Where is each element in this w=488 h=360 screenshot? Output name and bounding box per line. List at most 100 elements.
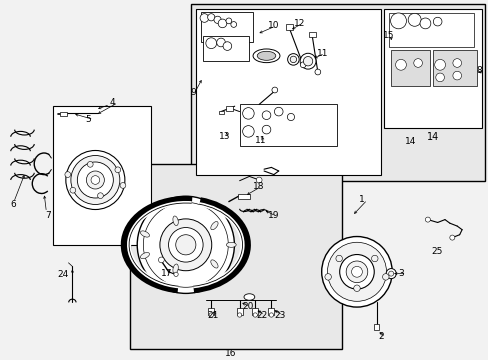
Circle shape	[435, 73, 444, 82]
Circle shape	[168, 228, 203, 262]
Bar	[383, 9, 481, 128]
Circle shape	[339, 255, 373, 289]
Circle shape	[237, 313, 241, 317]
Bar	[237, 194, 249, 199]
Circle shape	[425, 217, 429, 222]
Circle shape	[175, 235, 196, 255]
Circle shape	[120, 183, 125, 188]
Bar	[388, 13, 473, 47]
Circle shape	[200, 14, 208, 22]
Circle shape	[371, 255, 377, 262]
Ellipse shape	[226, 242, 236, 247]
Circle shape	[66, 150, 124, 210]
Circle shape	[321, 237, 391, 307]
Circle shape	[242, 126, 254, 137]
Circle shape	[158, 257, 164, 263]
Ellipse shape	[253, 49, 279, 63]
Text: 15: 15	[383, 31, 394, 40]
Ellipse shape	[257, 51, 275, 60]
Circle shape	[390, 13, 406, 29]
Circle shape	[413, 59, 422, 67]
Bar	[308, 32, 315, 37]
Bar	[225, 106, 233, 111]
Bar	[373, 324, 379, 330]
Bar	[203, 36, 249, 61]
Circle shape	[271, 87, 277, 93]
Bar	[239, 104, 337, 146]
Circle shape	[327, 242, 386, 301]
Circle shape	[115, 167, 121, 173]
Text: 10: 10	[267, 22, 279, 31]
Circle shape	[269, 313, 273, 317]
Circle shape	[65, 172, 71, 177]
Circle shape	[70, 187, 76, 193]
Text: 11: 11	[255, 136, 266, 145]
Circle shape	[86, 171, 104, 189]
Circle shape	[262, 111, 270, 120]
Bar	[60, 112, 67, 116]
Circle shape	[407, 13, 420, 26]
Circle shape	[274, 107, 283, 116]
Circle shape	[209, 313, 213, 317]
Circle shape	[137, 196, 234, 293]
Circle shape	[174, 272, 178, 276]
Text: 9: 9	[190, 88, 196, 97]
Circle shape	[71, 156, 120, 204]
Text: 21: 21	[207, 310, 219, 320]
Circle shape	[256, 177, 262, 183]
Circle shape	[432, 17, 441, 26]
Bar	[208, 308, 214, 315]
Text: 7: 7	[45, 211, 51, 220]
Bar	[285, 24, 293, 30]
Text: 8: 8	[475, 66, 481, 75]
Circle shape	[324, 274, 331, 280]
Bar	[268, 308, 274, 315]
Circle shape	[388, 271, 393, 276]
Circle shape	[335, 255, 342, 262]
Text: 18: 18	[253, 182, 264, 191]
Text: 12: 12	[294, 19, 305, 28]
Circle shape	[386, 269, 395, 279]
Circle shape	[143, 202, 228, 287]
Text: 6: 6	[11, 200, 17, 209]
Circle shape	[346, 261, 367, 283]
Ellipse shape	[244, 294, 254, 300]
Text: 5: 5	[85, 115, 91, 124]
Circle shape	[289, 56, 296, 63]
Text: 14: 14	[404, 136, 416, 145]
Circle shape	[452, 71, 461, 80]
Ellipse shape	[173, 264, 178, 274]
Circle shape	[434, 59, 445, 70]
Circle shape	[419, 18, 430, 29]
Ellipse shape	[140, 252, 149, 259]
Circle shape	[449, 235, 454, 240]
Circle shape	[214, 16, 221, 23]
Circle shape	[160, 219, 211, 271]
Ellipse shape	[173, 216, 178, 226]
Circle shape	[300, 62, 305, 68]
Circle shape	[98, 193, 103, 199]
Circle shape	[300, 53, 315, 69]
Text: 24: 24	[57, 270, 68, 279]
Text: 17: 17	[161, 269, 173, 278]
Text: 13: 13	[219, 132, 230, 140]
Circle shape	[242, 108, 254, 119]
Circle shape	[351, 266, 362, 277]
Ellipse shape	[140, 231, 149, 237]
Text: 3: 3	[398, 269, 404, 278]
Bar	[390, 50, 429, 86]
Bar	[236, 308, 242, 315]
Text: 1: 1	[359, 195, 365, 204]
Circle shape	[452, 59, 461, 67]
Text: 22: 22	[256, 310, 267, 320]
Circle shape	[253, 313, 257, 317]
Ellipse shape	[210, 260, 218, 268]
Bar	[201, 12, 252, 42]
Circle shape	[205, 38, 216, 49]
Circle shape	[314, 69, 320, 75]
Text: 16: 16	[224, 349, 236, 358]
Circle shape	[287, 54, 299, 65]
Circle shape	[216, 38, 225, 47]
Bar	[53, 106, 150, 245]
Text: 14: 14	[426, 132, 438, 142]
